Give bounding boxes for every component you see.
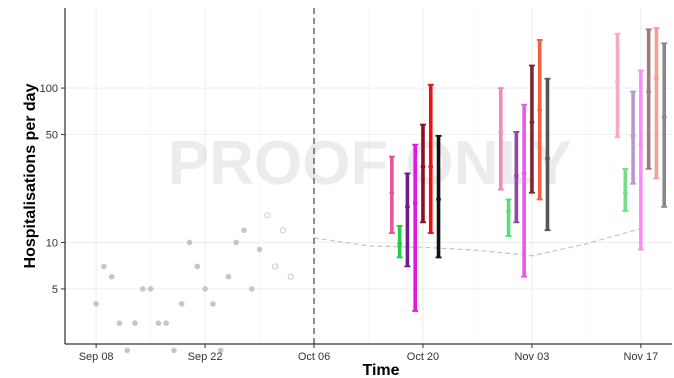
y-axis-title: Hospitalisations per day: [22, 83, 39, 268]
baseline-series: [313, 228, 642, 257]
observed-point-partial: [272, 263, 279, 270]
forecast-median-point: [498, 129, 504, 135]
forecast-series: [388, 27, 668, 312]
observed-point: [202, 286, 208, 292]
observed-point: [155, 320, 162, 327]
forecast-median-point: [529, 119, 535, 125]
x-tick-label: Sep 22: [188, 351, 223, 363]
observed-point: [217, 347, 224, 354]
forecast-interval: [544, 77, 551, 232]
observed-point: [132, 320, 138, 327]
baseline-line: [313, 228, 642, 257]
observed-point: [147, 286, 154, 292]
observed-point: [225, 273, 232, 280]
x-tick-label: Nov 03: [514, 351, 549, 363]
forecast-interval: [528, 64, 535, 194]
forecast-interval: [622, 167, 629, 212]
forecast-interval: [497, 87, 504, 191]
forecast-median-point: [513, 173, 519, 179]
observed-point: [93, 301, 99, 307]
observed-point: [101, 263, 107, 270]
forecast-interval: [513, 131, 520, 224]
observed-point: [210, 301, 216, 307]
forecast-interval: [637, 69, 644, 251]
y-tick-label: 5: [52, 284, 58, 296]
forecast-interval: [435, 134, 442, 259]
observed-point: [186, 239, 193, 246]
observed-point: [256, 246, 263, 253]
y-tick-label: 10: [46, 237, 58, 249]
forecast-median-point: [622, 190, 628, 196]
forecast-median-point: [654, 76, 659, 82]
y-tick-label: 100: [40, 83, 58, 95]
forecast-median-point: [405, 204, 410, 210]
forecast-interval: [396, 225, 403, 259]
forecast-median-point: [638, 142, 644, 148]
forecast-median-point: [420, 164, 426, 169]
observed-point: [194, 263, 201, 270]
forecast-interval: [412, 143, 419, 312]
y-tick-label: 50: [46, 130, 58, 142]
forecast-median-point: [428, 164, 434, 169]
forecast-median-point: [397, 241, 403, 247]
x-tick-label: Nov 17: [623, 351, 658, 363]
forecast-interval: [521, 103, 528, 278]
observed-point: [124, 347, 131, 354]
x-tick-label: Oct 20: [407, 351, 439, 363]
forecast-median-point: [436, 197, 441, 202]
forecast-median-point: [646, 89, 652, 94]
forecast-median-point: [521, 171, 527, 176]
forecast-median-point: [412, 200, 418, 206]
forecast-interval: [661, 42, 668, 208]
forecast-median-point: [537, 107, 543, 113]
forecast-median-point: [661, 114, 667, 120]
forecast-median-point: [506, 208, 511, 214]
forecast-interval: [419, 123, 426, 224]
forecast-interval: [404, 172, 411, 268]
observed-point: [178, 301, 185, 307]
forecast-median-point: [630, 133, 636, 139]
forecast-interval: [427, 83, 434, 234]
forecast-interval: [653, 27, 660, 180]
observed-point: [248, 286, 255, 292]
observed-point: [116, 320, 123, 327]
x-axis-title: Time: [362, 362, 399, 378]
observed-point: [140, 286, 146, 292]
x-tick-label: Oct 06: [298, 351, 330, 363]
observed-point: [241, 227, 247, 234]
observed-point-partial: [279, 227, 286, 234]
axes: [64, 8, 672, 345]
observed-series: [93, 212, 294, 354]
forecast-interval: [630, 90, 637, 185]
observed-point-partial: [264, 212, 271, 219]
observed-point: [171, 347, 177, 354]
observed-point-partial: [287, 273, 294, 280]
forecast-interval: [505, 198, 512, 237]
x-tick-label: Sep 08: [79, 351, 114, 363]
forecast-interval: [536, 39, 543, 201]
forecast-median-point: [389, 190, 395, 196]
observed-point: [163, 320, 169, 327]
forecast-median-point: [615, 79, 620, 85]
forecast-interval: [388, 155, 395, 234]
forecast-median-point: [545, 156, 550, 161]
watermark-text: PROOF ONLY: [168, 129, 572, 198]
observed-point: [233, 239, 240, 246]
observed-point: [108, 273, 115, 280]
forecast-interval: [614, 32, 621, 139]
forecast-interval: [645, 28, 652, 170]
tick-labels: Sep 08 Sep 22 Oct 06 Oct 20 Nov 03 Nov 17 5 10 5…: [40, 83, 659, 363]
